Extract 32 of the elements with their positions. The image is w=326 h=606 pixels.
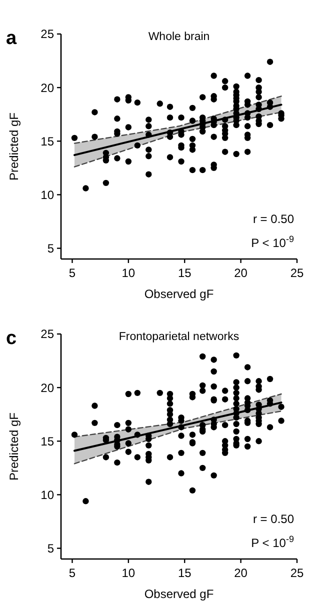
- y-tick-label: 5: [47, 541, 54, 556]
- y-tick-label: 10: [40, 488, 54, 502]
- x-tick-label: 10: [122, 266, 136, 280]
- y-tick-label: 20: [40, 380, 54, 395]
- x-tick-label: 15: [178, 266, 192, 280]
- annotation: P < 10$^{-9}$: [251, 234, 294, 250]
- x-axis-title: Observed gF: [144, 587, 214, 601]
- x-tick-label: 25: [290, 566, 304, 580]
- text: c: [6, 328, 17, 349]
- y-tick-label: 20: [40, 80, 54, 95]
- y-tick-label: 25: [40, 27, 54, 42]
- x-tick-label: 15: [178, 566, 192, 580]
- text: a: [6, 28, 17, 49]
- x-axis-title: Observed gF: [144, 287, 214, 301]
- x-tick-label: 20: [234, 266, 248, 280]
- annotation: r = 0.50: [252, 512, 294, 526]
- x-tick-label: 10: [122, 566, 136, 580]
- annotation: r = 0.50: [252, 212, 294, 226]
- x-tick-label: 20: [234, 566, 248, 580]
- y-tick-label: 10: [40, 188, 54, 202]
- x-tick-label: 5: [68, 266, 76, 280]
- y-tick-label: 15: [40, 434, 54, 448]
- x-tick-label: 5: [68, 566, 76, 580]
- annotation: P < 10$^{-9}$: [251, 534, 294, 550]
- y-axis-title: Predicted gF: [7, 112, 21, 181]
- chart-title: Whole brain: [148, 31, 210, 43]
- x-tick-label: 25: [290, 266, 304, 280]
- y-axis-title: Predicted gF: [7, 412, 21, 481]
- y-tick-label: 5: [47, 241, 54, 256]
- y-tick-label: 15: [40, 134, 54, 148]
- y-tick-label: 25: [40, 327, 54, 342]
- chart-title: Frontoparietal networks: [118, 331, 240, 343]
